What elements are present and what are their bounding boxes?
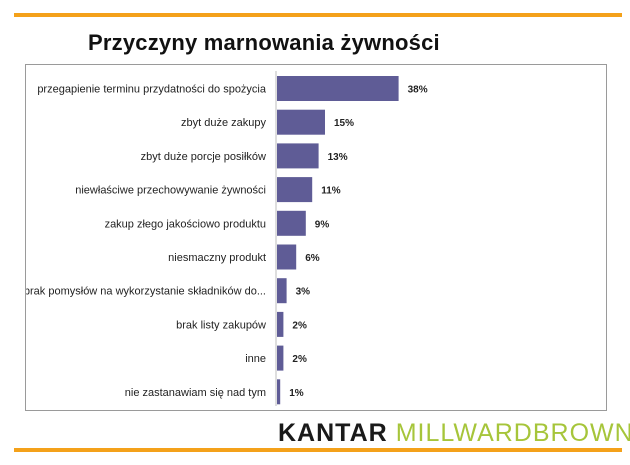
logo-millwardbrown-text: MILLWARDBROWN [395, 419, 630, 447]
bar [277, 76, 399, 101]
category-label: przegapienie terminu przydatności do spo… [37, 84, 267, 96]
chart-frame: przegapienie terminu przydatności do spo… [25, 64, 607, 411]
bar [277, 109, 325, 135]
value-label: 38% [408, 85, 428, 96]
bar [277, 210, 306, 236]
chart-title: Przyczyny marnowania żywności [88, 30, 440, 55]
category-label: zbyt duże porcje posiłków [141, 151, 266, 163]
logo-kantar-text: KANTAR [278, 419, 388, 447]
value-label: 2% [292, 354, 307, 365]
value-label: 11% [321, 186, 341, 197]
category-label: nie zastanawiam się nad tym [125, 387, 266, 399]
bar [277, 311, 284, 337]
bar-chart: przegapienie terminu przydatności do spo… [26, 71, 428, 406]
category-label: brak listy zakupów [176, 319, 266, 331]
category-label: niesmaczny produkt [168, 252, 266, 264]
value-label: 13% [328, 152, 348, 163]
bar [277, 278, 287, 304]
value-label: 15% [334, 118, 354, 129]
bar [277, 177, 313, 203]
bar [277, 345, 284, 371]
bottom-accent-rule [14, 448, 622, 452]
category-label: zbyt duże zakupy [181, 117, 266, 129]
category-label: brak pomysłów na wykorzystanie składnikó… [26, 286, 266, 298]
value-label: 1% [289, 388, 304, 399]
category-label: zakup złego jakościowo produktu [105, 218, 266, 230]
value-label: 9% [315, 219, 330, 230]
kantar-millwardbrown-logo: KANTAR MILLWARDBROWN [278, 419, 630, 447]
category-label: niewłaściwe przechowywanie żywności [75, 185, 266, 197]
bar [277, 143, 319, 169]
value-label: 3% [296, 287, 311, 298]
bar [277, 379, 281, 405]
value-label: 2% [292, 320, 307, 331]
top-accent-rule [14, 13, 622, 17]
bar [277, 244, 297, 270]
value-label: 6% [305, 253, 320, 264]
category-label: inne [245, 353, 266, 365]
